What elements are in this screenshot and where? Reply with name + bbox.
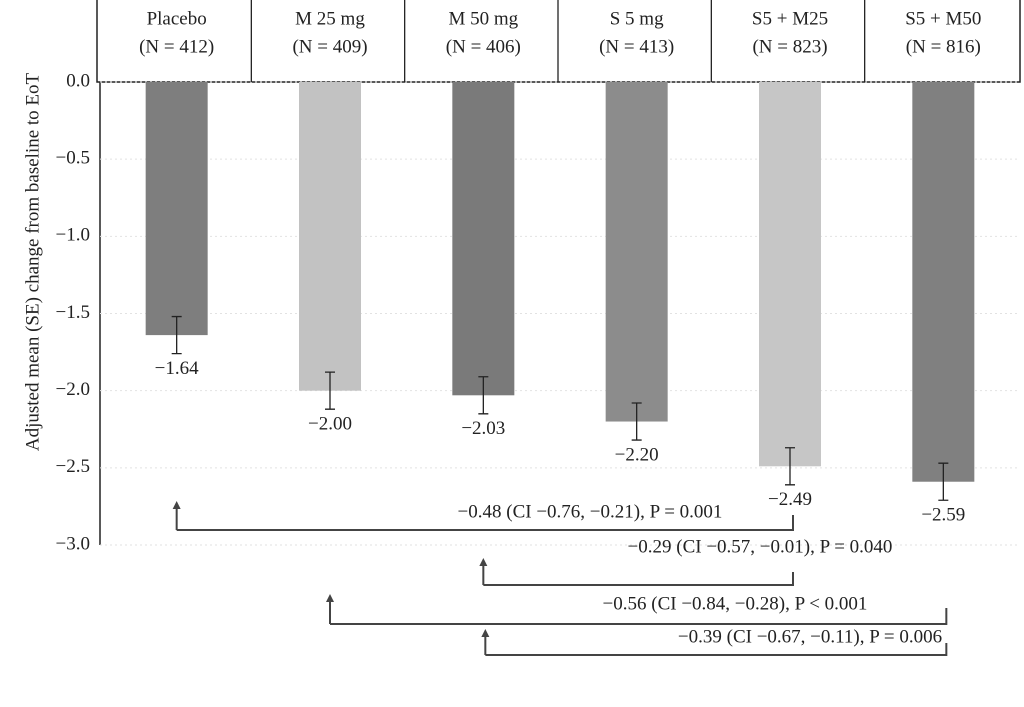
category-label: Placebo — [147, 8, 207, 29]
n-label: (N = 413) — [599, 36, 674, 57]
bar — [912, 82, 975, 482]
bar — [605, 82, 668, 422]
comparison-arrow — [479, 558, 488, 566]
y-axis-label: Adjusted mean (SE) change from baseline … — [22, 72, 43, 451]
comparison-arrow — [172, 501, 181, 509]
value-label: −2.00 — [308, 414, 352, 435]
bar — [759, 82, 821, 467]
comparison-bracket — [484, 635, 948, 656]
y-tick-label: −2.5 — [56, 456, 90, 477]
y-tick-label: −2.0 — [56, 379, 90, 400]
category-label: S5 + M25 — [752, 8, 828, 29]
value-label: −2.20 — [615, 444, 659, 465]
comparison-label: −0.48 (CI −0.76, −0.21), P = 0.001 — [458, 501, 723, 522]
category-label: S5 + M50 — [905, 8, 981, 29]
y-tick-label: 0.0 — [66, 70, 90, 91]
comparison-bracket — [329, 600, 948, 625]
category-label: M 25 mg — [295, 8, 365, 29]
bar — [299, 82, 361, 391]
comparison-arrow — [326, 594, 334, 602]
value-label: −2.59 — [921, 505, 965, 526]
n-label: (N = 816) — [906, 36, 981, 57]
value-label: −2.03 — [461, 418, 505, 439]
error-bar — [478, 376, 489, 415]
bar — [452, 82, 515, 396]
y-tick-label: −1.0 — [56, 225, 90, 246]
y-tick-label: −3.0 — [56, 533, 90, 554]
error-bar — [171, 315, 182, 355]
comparison-arrow — [481, 629, 490, 637]
category-label: S 5 mg — [610, 8, 664, 29]
n-label: (N = 412) — [139, 36, 214, 57]
error-bar — [938, 462, 949, 501]
comparison-bracket — [482, 564, 794, 586]
error-bar — [631, 402, 642, 441]
bar — [145, 82, 208, 336]
comparison-label: −0.56 (CI −0.84, −0.28), P < 0.001 — [603, 593, 868, 614]
comparison-label: −0.29 (CI −0.57, −0.01), P = 0.040 — [628, 536, 893, 557]
n-label: (N = 409) — [292, 36, 367, 57]
n-label: (N = 406) — [446, 36, 521, 57]
y-tick-label: −0.5 — [56, 148, 90, 169]
comparison-bracket — [175, 507, 794, 531]
value-label: −2.49 — [768, 489, 812, 510]
error-bar — [785, 447, 795, 486]
category-label: M 50 mg — [448, 8, 518, 29]
n-label: (N = 823) — [752, 36, 827, 57]
error-bar — [325, 371, 335, 410]
y-tick-label: −1.5 — [56, 302, 90, 323]
value-label: −1.64 — [155, 358, 199, 379]
comparison-label: −0.39 (CI −0.67, −0.11), P = 0.006 — [678, 626, 942, 647]
